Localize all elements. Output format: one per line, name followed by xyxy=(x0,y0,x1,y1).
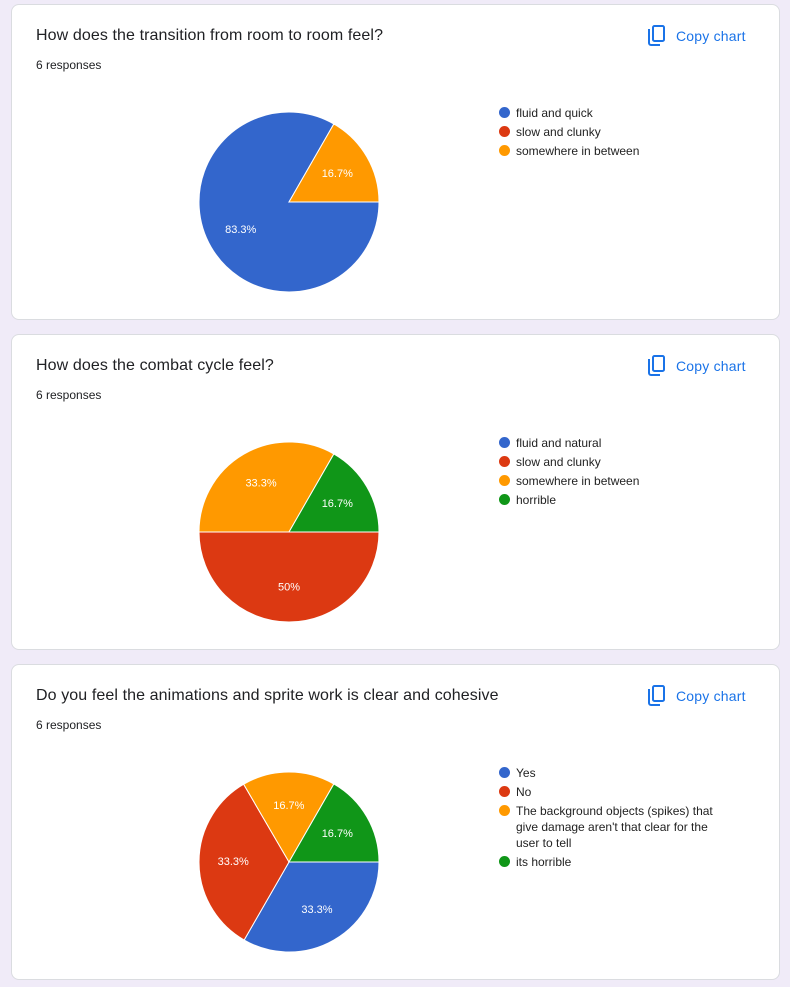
slice-label: 16.7% xyxy=(322,498,353,510)
chart-legend: fluid and natural slow and clunky somewher… xyxy=(499,435,729,511)
legend-swatch xyxy=(499,767,510,778)
copy-chart-label: Copy chart xyxy=(676,358,746,374)
copy-chart-button[interactable]: Copy chart xyxy=(646,682,762,710)
chart-card-animations: Do you feel the animations and sprite wo… xyxy=(11,664,780,980)
legend-item[interactable]: slow and clunky xyxy=(499,454,729,470)
legend-label: The background objects (spikes) that giv… xyxy=(516,804,713,850)
legend-swatch xyxy=(499,456,510,467)
legend-item[interactable]: somewhere in between xyxy=(499,143,729,159)
slice-label: 16.7% xyxy=(322,828,353,840)
pie-slice[interactable] xyxy=(198,783,290,941)
question-title: Do you feel the animations and sprite wo… xyxy=(36,687,499,704)
chart-legend: Yes No The background objects (spikes) tha… xyxy=(499,765,729,873)
legend-label: its horrible xyxy=(516,855,572,869)
slice-label: 33.3% xyxy=(301,904,332,916)
legend-swatch xyxy=(499,494,510,505)
question-title: How does the combat cycle feel? xyxy=(36,357,274,374)
pie-slice[interactable] xyxy=(243,861,380,953)
pie-chart: 50% 33.3% 16.7% xyxy=(198,441,380,623)
slice-label: 16.7% xyxy=(273,800,304,812)
slice-label: 50% xyxy=(278,582,300,594)
question-title: How does the transition from room to roo… xyxy=(36,27,384,44)
legend-swatch xyxy=(499,856,510,867)
chart-card-combat: How does the combat cycle feel? 6 respon… xyxy=(11,334,780,650)
chart-legend: fluid and quick slow and clunky somewhere … xyxy=(499,105,729,162)
legend-label: Yes xyxy=(516,766,536,780)
legend-label: somewhere in between xyxy=(516,474,640,488)
response-count: 6 responses xyxy=(36,388,102,402)
response-count: 6 responses xyxy=(36,58,102,72)
legend-label: No xyxy=(516,785,532,799)
copy-icon xyxy=(648,25,665,46)
response-count: 6 responses xyxy=(36,718,102,732)
legend-label: fluid and quick xyxy=(516,106,593,120)
legend-label: slow and clunky xyxy=(516,455,601,469)
legend-item[interactable]: slow and clunky xyxy=(499,124,729,140)
legend-label: horrible xyxy=(516,493,557,507)
copy-chart-label: Copy chart xyxy=(676,28,746,44)
pie-chart: 33.3% 33.3% 16.7% 16.7% xyxy=(198,771,380,953)
pie-slice[interactable] xyxy=(288,453,380,533)
legend-item[interactable]: its horrible xyxy=(499,854,729,870)
slice-label: 33.3% xyxy=(218,856,249,868)
legend-swatch xyxy=(499,145,510,156)
legend-swatch xyxy=(499,437,510,448)
copy-icon xyxy=(648,685,665,706)
legend-label: slow and clunky xyxy=(516,125,601,139)
copy-chart-label: Copy chart xyxy=(676,688,746,704)
copy-chart-button[interactable]: Copy chart xyxy=(646,22,762,50)
legend-label: fluid and natural xyxy=(516,436,602,450)
pie-slice[interactable] xyxy=(288,123,380,203)
copy-chart-button[interactable]: Copy chart xyxy=(646,352,762,380)
pie-chart: 83.3% 16.7% xyxy=(198,111,380,293)
legend-swatch xyxy=(499,475,510,486)
legend-swatch xyxy=(499,126,510,137)
slice-label: 16.7% xyxy=(322,168,353,180)
legend-item[interactable]: fluid and quick xyxy=(499,105,729,121)
pie-slice[interactable] xyxy=(288,783,380,863)
pie-slice[interactable] xyxy=(242,771,335,863)
legend-item[interactable]: fluid and natural xyxy=(499,435,729,451)
legend-item[interactable]: Yes xyxy=(499,765,729,781)
legend-swatch xyxy=(499,786,510,797)
legend-item[interactable]: horrible xyxy=(499,492,729,508)
legend-item[interactable]: No xyxy=(499,784,729,800)
legend-item[interactable]: somewhere in between xyxy=(499,473,729,489)
pie-slice[interactable] xyxy=(198,531,380,623)
slice-label: 33.3% xyxy=(245,478,276,490)
pie-slice[interactable] xyxy=(198,441,335,533)
chart-card-transition: How does the transition from room to roo… xyxy=(11,4,780,320)
legend-swatch xyxy=(499,805,510,816)
legend-swatch xyxy=(499,107,510,118)
copy-icon xyxy=(648,355,665,376)
legend-item[interactable]: The background objects (spikes) that giv… xyxy=(499,803,729,851)
legend-label: somewhere in between xyxy=(516,144,640,158)
slice-label: 83.3% xyxy=(225,224,256,236)
